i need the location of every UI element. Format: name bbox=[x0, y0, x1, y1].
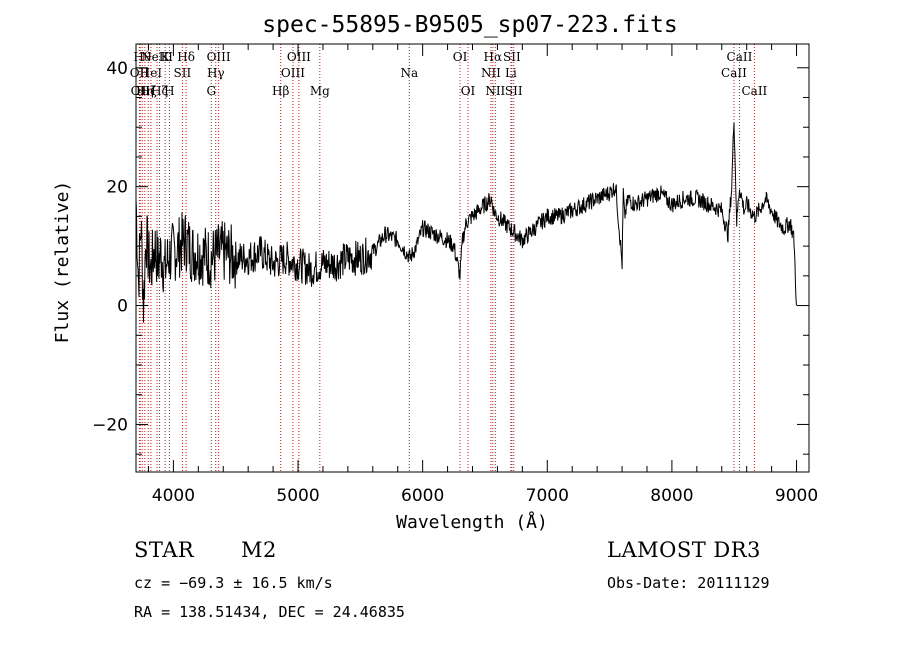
spectrum-series bbox=[135, 122, 797, 323]
emission-line-markers: OIIOIIHθHηHζHeINeIIIHζKHSIIHδGHγOIIIHβOI… bbox=[130, 44, 768, 472]
line-marker-label: Hβ bbox=[272, 84, 289, 98]
spectrum-line bbox=[135, 122, 797, 323]
chart-title: spec-55895-B9505_sp07-223.fits bbox=[262, 12, 677, 38]
line-marker-label: OII bbox=[130, 66, 150, 80]
x-tick-label: 4000 bbox=[152, 486, 195, 506]
line-marker-label: OI bbox=[461, 84, 476, 98]
x-tick-label: 7000 bbox=[526, 486, 569, 506]
y-axis-ticks: −20 0 20 40 bbox=[92, 59, 809, 455]
x-axis-ticks: 4000 5000 6000 7000 8000 9000 bbox=[147, 44, 818, 506]
line-marker-label: K bbox=[161, 50, 171, 64]
x-axis-label: Wavelength (Å) bbox=[396, 511, 548, 533]
line-marker-label: Hζ bbox=[151, 84, 168, 98]
y-tick-label: 0 bbox=[117, 297, 128, 317]
line-marker-label: Li bbox=[505, 66, 517, 80]
x-tick-label: 6000 bbox=[401, 486, 444, 506]
line-marker-label: Mg bbox=[310, 84, 330, 98]
line-marker-label: CaII bbox=[727, 50, 753, 64]
line-marker-label: SII bbox=[505, 84, 523, 98]
line-marker-label: OI bbox=[453, 50, 468, 64]
line-marker-label: Hγ bbox=[207, 66, 225, 80]
y-tick-label: 20 bbox=[106, 178, 128, 198]
line-marker-label: NII bbox=[485, 84, 505, 98]
line-marker-label: H bbox=[164, 84, 174, 98]
line-marker-label: Hζ bbox=[140, 84, 157, 98]
line-marker-label: NII bbox=[481, 66, 501, 80]
line-marker-label: OIII bbox=[207, 50, 231, 64]
object-class: STAR bbox=[134, 538, 195, 562]
line-marker-label: OIII bbox=[281, 66, 305, 80]
y-tick-label: −20 bbox=[92, 415, 128, 435]
line-marker-label: Hδ bbox=[177, 50, 195, 64]
line-marker-label: SII bbox=[503, 50, 521, 64]
redshift-velocity: cz = −69.3 ± 16.5 km/s bbox=[134, 574, 333, 592]
line-marker-label: OII bbox=[131, 84, 151, 98]
line-marker-label: HeI bbox=[140, 66, 163, 80]
plot-frame bbox=[135, 43, 810, 473]
line-marker-label: Hα bbox=[484, 50, 503, 64]
line-marker-label: Na bbox=[400, 66, 418, 80]
observation-date: Obs-Date: 20111129 bbox=[607, 574, 770, 592]
y-tick-label: 40 bbox=[106, 59, 128, 79]
line-marker-label: OIII bbox=[287, 50, 311, 64]
line-marker-label: CaII bbox=[741, 84, 767, 98]
line-marker-label: SII bbox=[174, 66, 192, 80]
x-tick-label: 9000 bbox=[775, 486, 818, 506]
survey-name: LAMOST DR3 bbox=[607, 538, 761, 562]
line-marker-label: Hθ bbox=[133, 50, 151, 64]
x-tick-label: 5000 bbox=[276, 486, 319, 506]
line-marker-label: Hη bbox=[136, 84, 154, 98]
x-tick-label: 8000 bbox=[650, 486, 693, 506]
line-marker-label: CaII bbox=[721, 66, 747, 80]
line-marker-label: G bbox=[206, 84, 216, 98]
coordinates: RA = 138.51434, DEC = 24.46835 bbox=[134, 603, 405, 621]
y-axis-label: Flux (relative) bbox=[52, 181, 73, 344]
object-subclass: M2 bbox=[241, 538, 277, 562]
